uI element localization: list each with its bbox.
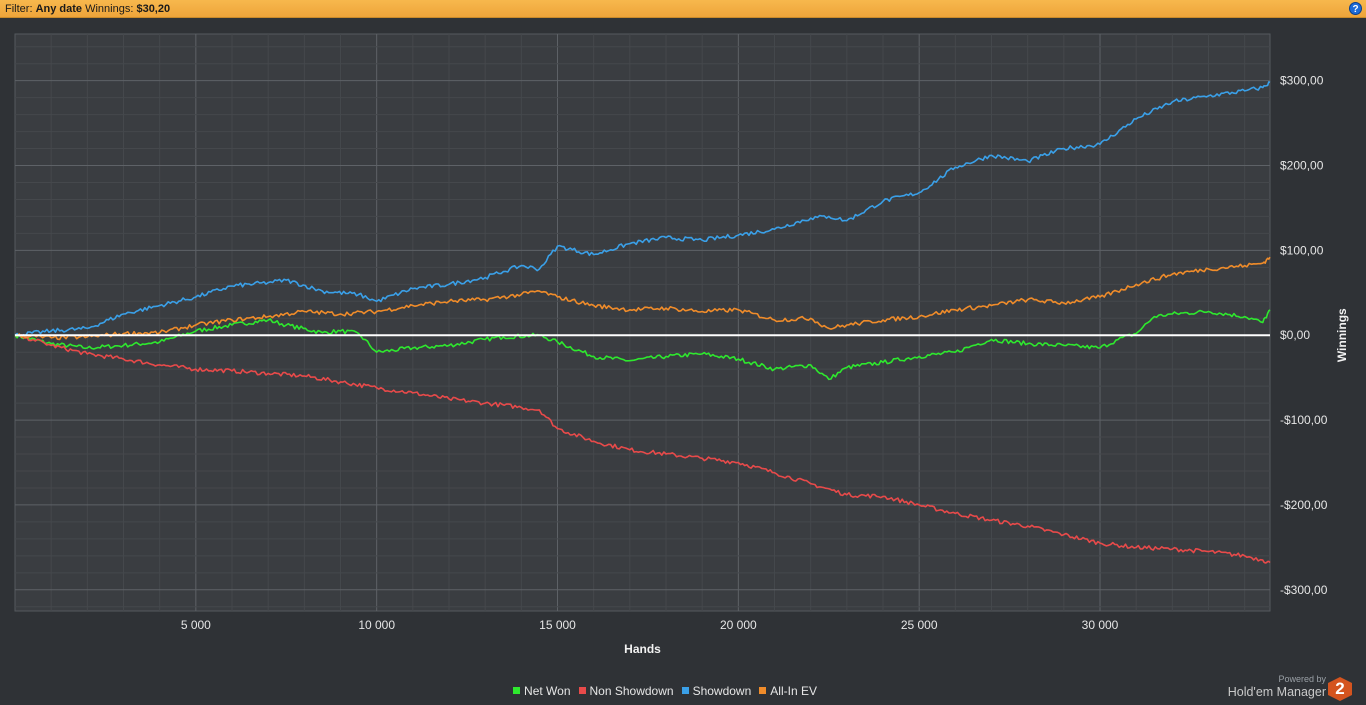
y-tick-label: -$200,00 [1280,498,1328,512]
y-tick-label: $0,00 [1280,328,1310,342]
legend-item-showdown[interactable]: Showdown [681,684,752,698]
x-tick-label: 15 000 [539,618,576,632]
legend-item-all-in-ev[interactable]: All-In EV [759,684,817,698]
legend-label: Showdown [692,684,752,698]
filter-value[interactable]: Any date [35,3,83,15]
series-line-all-in-ev [14,256,1271,341]
series-line-non-showdown [14,333,1271,564]
series-line-net-won [14,309,1271,381]
x-tick-label: 30 000 [1082,618,1119,632]
y-tick-label: -$300,00 [1280,583,1328,597]
filter-label: Filter: [5,3,33,15]
series-line-showdown [14,81,1271,338]
legend-label: Non Showdown [589,684,674,698]
branding: Powered by Hold'em Manager [1228,674,1326,700]
y-tick-label: $200,00 [1280,159,1324,173]
legend-swatch [759,687,767,695]
legend-swatch [681,687,689,695]
x-tick-label: 5 000 [181,618,211,632]
powered-by-text: Powered by [1278,674,1326,684]
legend-label: All-In EV [770,684,817,698]
help-icon[interactable]: ? [1349,2,1362,15]
y-tick-label: -$100,00 [1280,413,1328,427]
x-tick-label: 20 000 [720,618,757,632]
winnings-value: $30,20 [136,3,171,15]
legend-item-non-showdown[interactable]: Non Showdown [578,684,674,698]
y-tick-label: $300,00 [1280,74,1324,88]
legend-label: Net Won [524,684,571,698]
plot-area [14,33,1271,612]
legend-item-net-won[interactable]: Net Won [513,684,571,698]
hm2-logo-icon: 2 [1328,677,1352,701]
filter-bar: Filter: Any date Winnings: $30,20 ? [0,0,1366,18]
product-name: Hold'em Manager [1227,685,1326,699]
chart-legend: Net Won Non Showdown Showdown All-In EV [0,684,1330,698]
x-tick-label: 10 000 [358,618,395,632]
y-tick-label: $100,00 [1280,243,1324,257]
x-axis-title: Hands [624,642,661,656]
y-axis-title: Winnings [1335,308,1349,362]
legend-swatch [578,687,586,695]
x-tick-label: 25 000 [901,618,938,632]
legend-swatch [513,687,521,695]
winnings-label: Winnings: [85,3,134,15]
winnings-chart: 5 000 10 000 15 000 20 000 25 000 30 000 $300,… [14,33,1349,656]
